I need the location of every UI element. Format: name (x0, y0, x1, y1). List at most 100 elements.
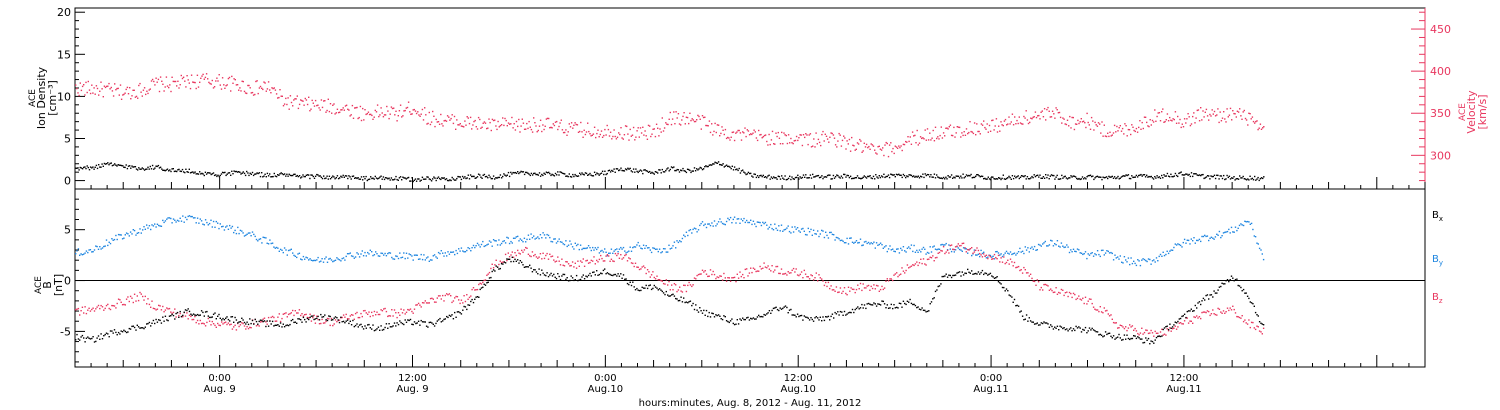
bz-point (443, 300, 445, 302)
by-point (1102, 249, 1104, 251)
bx-point (206, 310, 208, 313)
density-point (629, 167, 631, 170)
by-point (641, 248, 643, 250)
velocity-point (921, 137, 923, 140)
velocity-point (917, 144, 919, 146)
bx-point (658, 288, 661, 290)
density-point (778, 175, 781, 178)
by-point (1092, 255, 1095, 257)
bx-point (142, 327, 144, 329)
bx-point (798, 315, 800, 318)
velocity-point (958, 126, 961, 129)
by-point (1044, 240, 1046, 243)
density-point (1053, 174, 1055, 177)
by-point (495, 240, 497, 242)
by-point (389, 252, 392, 254)
density-point (1252, 179, 1255, 181)
velocity-point (151, 78, 154, 81)
bx-point (1058, 329, 1060, 331)
density-point (503, 173, 505, 175)
bx-point (1047, 323, 1049, 325)
by-point (1187, 239, 1190, 242)
density-point (853, 177, 855, 180)
bz-point (1088, 298, 1091, 300)
bx-point (334, 316, 337, 318)
density-point (179, 170, 181, 172)
density-point (616, 168, 619, 170)
by-point (385, 255, 388, 257)
bz-point (287, 313, 290, 316)
velocity-point (1085, 126, 1087, 129)
velocity-point (362, 107, 364, 110)
density-point (753, 173, 755, 175)
velocity-point (329, 103, 332, 105)
bx-point (664, 293, 666, 296)
density-point (149, 165, 151, 168)
bx-point (113, 329, 116, 331)
bz-point (845, 292, 847, 295)
bx-point (782, 307, 784, 310)
bx-point (542, 272, 544, 274)
velocity-point (1061, 122, 1063, 124)
density-point (1140, 173, 1142, 176)
by-point (245, 234, 247, 236)
bz-point (675, 284, 677, 286)
bz-point (976, 247, 978, 249)
bz-point (1126, 329, 1128, 332)
velocity-point (947, 128, 949, 130)
bx-point (472, 301, 475, 304)
bz-point (717, 276, 720, 279)
velocity-point (178, 87, 180, 89)
density-point (1056, 174, 1058, 177)
velocity-point (156, 81, 158, 83)
density-point (1148, 175, 1150, 178)
bz-point (788, 272, 791, 274)
velocity-point (417, 111, 419, 113)
density-point (138, 167, 140, 169)
density-point (829, 174, 831, 176)
bz-point (593, 256, 595, 258)
density-point (1212, 175, 1214, 178)
bz-point (952, 248, 954, 251)
velocity-point (1049, 116, 1051, 118)
bz-point (1076, 297, 1079, 300)
by-point (1174, 243, 1176, 245)
density-point (937, 176, 939, 178)
by-point (1032, 248, 1034, 250)
bx-point (408, 319, 410, 322)
velocity-point (646, 138, 649, 140)
bz-point (539, 253, 542, 255)
bz-point (662, 282, 665, 285)
bz-point (214, 324, 216, 327)
velocity-point (324, 100, 326, 102)
bx-point (1198, 301, 1201, 303)
velocity-point (1065, 123, 1068, 126)
by-point (387, 252, 389, 255)
by-point (392, 258, 394, 260)
density-point (1237, 178, 1240, 180)
velocity-point (732, 131, 735, 133)
bx-point (988, 273, 990, 275)
density-point (1166, 172, 1169, 175)
by-point (1192, 240, 1194, 242)
velocity-point (668, 118, 670, 120)
density-point (75, 167, 77, 169)
velocity-point (203, 78, 205, 80)
bx-point (573, 279, 575, 282)
velocity-point (1051, 110, 1054, 112)
bz-point (245, 328, 247, 330)
bx-point (1218, 286, 1221, 288)
velocity-point (1064, 123, 1066, 125)
density-point (794, 176, 797, 179)
bx-point (1232, 277, 1234, 279)
legend-by-sub: y (1439, 259, 1443, 267)
bx-point (492, 269, 495, 271)
bz-point (700, 273, 702, 275)
bx-point (1088, 327, 1091, 329)
bz-point (1174, 325, 1176, 327)
bx-point (107, 333, 109, 335)
bx-point (108, 336, 110, 338)
density-point (440, 178, 442, 181)
by-point (846, 237, 848, 240)
bx-point (1149, 343, 1151, 345)
